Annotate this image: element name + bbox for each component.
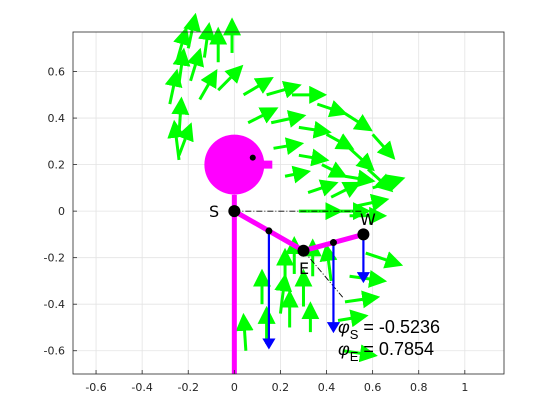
field-arrow [266,81,302,99]
nose [261,160,273,169]
y-tick-label: -0.2 [44,252,65,265]
phi-e-annotation: φE = 0.7854 [338,339,434,364]
field-arrow [198,68,218,101]
field-arrow [337,309,369,328]
field-arrow [342,344,378,363]
tick-labels: -0.6 -0.4 -0.2 0 0.2 0.4 0.6 0.8 1 -0.6 -0.4 -0.2 0 0… [44,66,469,394]
field-arrow [319,243,338,282]
phi-e-symbol: φ [338,339,350,359]
field-arrow [316,100,348,118]
field-arrow [307,179,339,197]
field-arrow [325,133,355,150]
x-tick-label: 0 [231,381,238,394]
field-arrow [284,165,312,184]
phi-e-subscript: E [350,349,359,364]
field-arrow [372,174,406,192]
field-arrow [348,147,375,172]
y-tick-label: -0.6 [44,345,65,358]
label-e: E [299,259,309,278]
label-s: S [209,202,219,221]
y-tick-label: 0.4 [48,112,66,125]
eye [249,154,256,161]
field-arrow [330,181,362,199]
field-arrow [235,312,254,351]
y-tick-label: -0.4 [44,298,65,311]
arm-midpoint-marker [329,239,337,247]
joint-wrist [357,228,370,241]
joints [228,205,370,257]
joint-elbow [297,244,310,257]
x-tick-label: 1 [461,381,468,394]
phi-s-symbol: φ [338,317,350,337]
field-arrow [371,133,396,160]
field-arrow [247,107,279,125]
field-arrow [344,290,381,309]
joint-shoulder [228,205,241,218]
field-arrow [186,47,205,82]
phi-s-value: = -0.5236 [358,317,440,337]
field-arrow [217,64,244,92]
label-w: W [360,210,376,229]
field-arrow [321,161,348,178]
force-field-arrows [164,12,406,363]
field-arrow [344,169,376,188]
field-arrow [365,251,404,269]
plot-area [73,12,504,374]
x-tick-label: 0.4 [318,381,336,394]
phi-s-annotation: φS = -0.5236 [338,317,440,342]
y-tick-label: 0.6 [48,66,66,79]
x-tick-label: -0.4 [131,381,152,394]
x-tick-label: 0.6 [364,381,382,394]
point-labels: S E W [209,202,376,278]
field-arrow [176,122,194,156]
arm-midpoint-marker [265,227,273,235]
x-tick-label: 0.8 [410,381,428,394]
field-arrow [298,148,330,167]
field-arrow [242,77,274,97]
field-arrow [344,112,373,132]
y-tick-label: 0 [58,205,65,218]
head-circle [204,134,265,195]
x-tick-label: -0.2 [178,381,199,394]
elbow-reference-line [303,250,344,298]
field-arrow [173,26,191,63]
phi-e-value: = 0.7854 [358,339,434,359]
x-tick-label: -0.6 [85,381,106,394]
field-arrow [270,110,307,128]
field-arrow [197,22,216,58]
field-arrow [164,68,183,105]
x-tick-label: 0.2 [272,381,290,394]
phi-s-subscript: S [350,327,359,342]
force-arrows [262,230,371,350]
angle-annotations: φS = -0.5236 φE = 0.7854 [338,317,440,364]
y-tick-label: 0.2 [48,159,66,172]
field-arrow [273,137,305,156]
axes-box [72,31,505,375]
field-arrow [298,120,332,139]
field-arrow [172,47,191,84]
